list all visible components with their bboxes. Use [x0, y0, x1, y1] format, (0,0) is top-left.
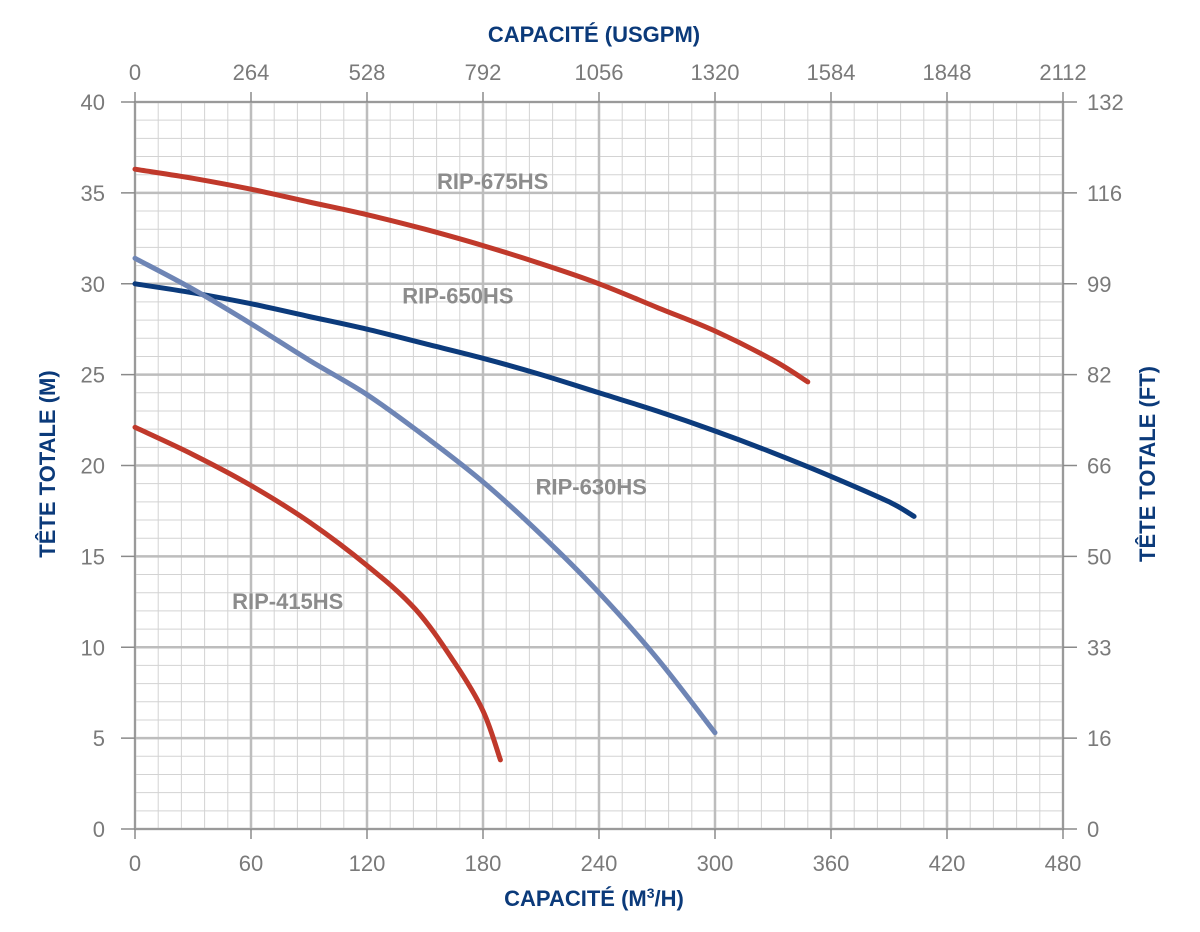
top-tick-label: 2112 — [1039, 60, 1086, 85]
left-tick-label: 0 — [93, 817, 105, 842]
left-tick-label: 25 — [81, 363, 105, 388]
right-tick-label: 50 — [1087, 544, 1111, 569]
right-tick-label: 0 — [1087, 817, 1099, 842]
top-tick-label: 1848 — [923, 60, 972, 85]
x-tick-label: 360 — [813, 851, 850, 876]
series-line-rip-415hs — [132, 424, 503, 763]
top-tick-label: 792 — [465, 60, 502, 85]
x-tick-label: 180 — [465, 851, 502, 876]
right-axis-title: TÊTE TOTALE (FT) — [1135, 366, 1160, 562]
x-tick-label: 0 — [129, 851, 141, 876]
x-tick-label: 300 — [697, 851, 734, 876]
right-tick-label: 66 — [1087, 454, 1111, 479]
series-line-rip-650hs — [132, 281, 917, 519]
left-tick-label: 15 — [81, 544, 105, 569]
left-tick-label: 35 — [81, 181, 105, 206]
top-tick-label: 1320 — [691, 60, 740, 85]
right-tick-label: 99 — [1087, 272, 1111, 297]
left-tick-label: 40 — [81, 90, 105, 115]
x-tick-label: 480 — [1045, 851, 1082, 876]
series-label-rip-415hs: RIP-415HS — [232, 589, 343, 614]
axis-ticks — [121, 92, 1077, 839]
x-tick-label: 420 — [929, 851, 966, 876]
top-tick-label: 1584 — [807, 60, 856, 85]
series-line-rip-630hs — [132, 255, 718, 736]
right-tick-label: 132 — [1087, 90, 1124, 115]
bottom-axis-title-main: CAPACITÉ (M — [504, 886, 647, 911]
series-label-rip-630hs: RIP-630HS — [536, 475, 647, 500]
series-curves — [132, 166, 917, 763]
right-tick-label: 33 — [1087, 635, 1111, 660]
series-labels: RIP-675HS RIP-650HS RIP-630HS RIP-415HS — [232, 169, 647, 614]
right-tick-label: 82 — [1087, 363, 1111, 388]
top-tick-label: 528 — [349, 60, 386, 85]
left-tick-label: 20 — [81, 454, 105, 479]
top-axis-title: CAPACITÉ (USGPM) — [488, 22, 700, 47]
bottom-axis-title: CAPACITÉ (M3/H) — [504, 885, 684, 911]
series-label-rip-675hs: RIP-675HS — [437, 169, 548, 194]
right-tick-label: 16 — [1087, 726, 1111, 751]
left-axis-title: TÊTE TOTALE (M) — [35, 370, 60, 557]
x-tick-label: 60 — [239, 851, 263, 876]
left-tick-label: 5 — [93, 726, 105, 751]
top-tick-label: 264 — [233, 60, 270, 85]
series-line-rip-675hs — [132, 166, 811, 385]
grid — [133, 100, 1065, 831]
bottom-axis-title-superscript: 3 — [647, 885, 655, 901]
top-tick-label: 0 — [129, 60, 141, 85]
x-tick-label: 120 — [349, 851, 386, 876]
series-label-rip-650hs: RIP-650HS — [402, 284, 513, 309]
left-tick-label: 10 — [81, 635, 105, 660]
bottom-axis-title-end: /H) — [655, 886, 684, 911]
x-tick-label: 240 — [581, 851, 618, 876]
top-tick-label: 1056 — [575, 60, 624, 85]
left-tick-label: 30 — [81, 272, 105, 297]
right-tick-label: 116 — [1087, 181, 1122, 206]
